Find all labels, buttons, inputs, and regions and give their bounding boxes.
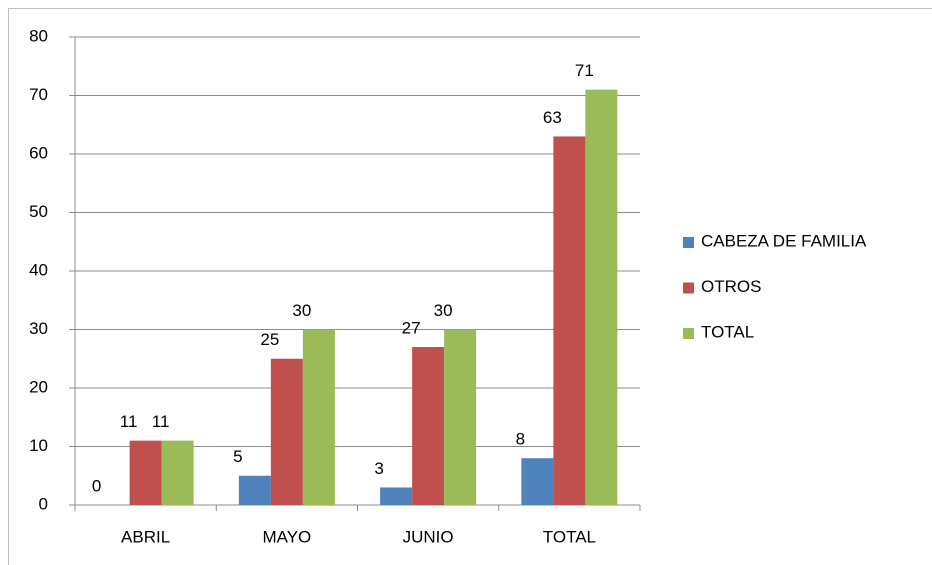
bar [302,329,335,505]
x-tick-label: TOTAL [543,527,596,546]
legend-label: TOTAL [701,322,754,341]
y-tick-label: 80 [29,26,48,45]
y-tick-label: 70 [29,85,48,104]
data-label: 25 [260,330,279,349]
bar [553,136,586,505]
bar [238,475,271,505]
bar [521,458,554,505]
data-label: 8 [516,430,525,449]
data-label: 63 [543,108,562,127]
data-label: 30 [434,301,453,320]
legend-label: OTROS [701,277,761,296]
bar [412,347,445,505]
data-label: 30 [292,301,311,320]
bar [161,440,194,505]
y-tick-label: 0 [39,494,48,513]
x-tick-label: ABRIL [121,527,170,546]
x-tick-label: MAYO [262,527,311,546]
data-label: 11 [152,412,170,431]
data-label: 11 [120,412,138,431]
bar [380,487,413,505]
y-tick-label: 50 [29,202,48,221]
data-label: 71 [575,61,594,80]
y-tick-label: 60 [29,143,48,162]
y-tick-label: 30 [29,319,48,338]
legend-swatch [683,237,694,248]
y-tick-label: 20 [29,377,48,396]
data-label: 0 [92,476,101,495]
data-label: 27 [402,319,421,338]
chart-frame [8,8,932,565]
x-tick-label: JUNIO [403,527,454,546]
bar [585,89,618,506]
legend-swatch [683,282,694,294]
data-label: 5 [233,447,242,466]
y-tick-label: 40 [29,260,48,279]
legend-label: CABEZA DE FAMILIA [701,231,867,250]
legend-swatch [683,328,694,339]
data-label: 3 [374,459,383,478]
y-tick-label: 10 [29,436,48,455]
bar [129,440,162,505]
bar [444,329,477,505]
bar [270,358,303,505]
